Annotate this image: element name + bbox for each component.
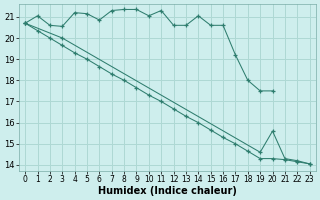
X-axis label: Humidex (Indice chaleur): Humidex (Indice chaleur)	[98, 186, 237, 196]
